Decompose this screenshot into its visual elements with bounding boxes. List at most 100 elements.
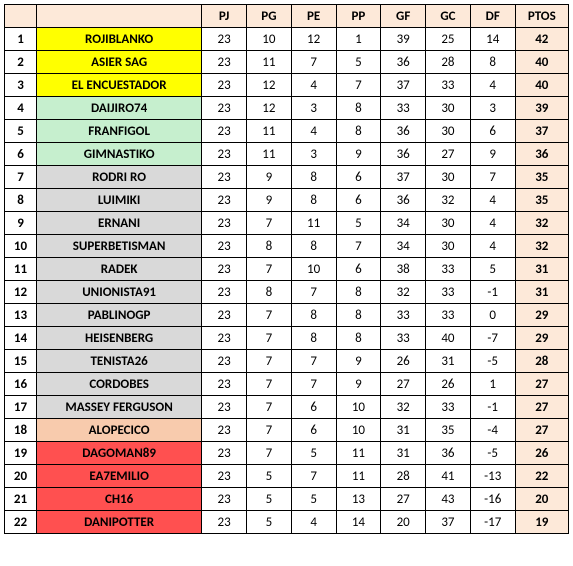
rank-cell: 6 (5, 143, 37, 166)
df-cell: -7 (470, 327, 515, 350)
pj-cell: 23 (202, 373, 247, 396)
name-cell: HEISENBERG (36, 327, 201, 350)
rank-cell: 20 (5, 465, 37, 488)
rank-cell: 1 (5, 28, 37, 51)
gc-cell: 35 (426, 419, 471, 442)
pg-cell: 7 (247, 419, 292, 442)
pg-cell: 9 (247, 166, 292, 189)
name-cell: ROJIBLANKO (36, 28, 201, 51)
ptos-cell: 19 (515, 511, 568, 534)
pp-cell: 6 (336, 166, 381, 189)
df-cell: -13 (470, 465, 515, 488)
pg-cell: 10 (247, 28, 292, 51)
ptos-cell: 20 (515, 488, 568, 511)
gf-cell: 33 (381, 327, 426, 350)
name-cell: GIMNASTIKO (36, 143, 201, 166)
df-cell: 4 (470, 189, 515, 212)
rank-cell: 17 (5, 396, 37, 419)
gc-cell: 36 (426, 442, 471, 465)
pj-cell: 23 (202, 143, 247, 166)
pj-cell: 23 (202, 465, 247, 488)
pg-cell: 11 (247, 51, 292, 74)
name-cell: ASIER SAG (36, 51, 201, 74)
df-cell: -5 (470, 442, 515, 465)
df-cell: -17 (470, 511, 515, 534)
pe-cell: 4 (291, 74, 336, 97)
pe-cell: 6 (291, 396, 336, 419)
pp-cell: 8 (336, 97, 381, 120)
pe-cell: 8 (291, 166, 336, 189)
pg-cell: 12 (247, 97, 292, 120)
name-cell: CORDOBES (36, 373, 201, 396)
pg-cell: 7 (247, 350, 292, 373)
df-cell: -5 (470, 350, 515, 373)
table-row: 10SUPERBETISMAN238873430432 (5, 235, 569, 258)
pe-cell: 3 (291, 97, 336, 120)
table-row: 1ROJIBLANKO231012139251442 (5, 28, 569, 51)
table-row: 4DAIJIRO742312383330339 (5, 97, 569, 120)
pg-cell: 7 (247, 304, 292, 327)
pg-cell: 8 (247, 281, 292, 304)
gc-cell: 43 (426, 488, 471, 511)
standings-table: PJPGPEPPGFGCDFPTOS 1ROJIBLANKO2310121392… (4, 4, 569, 534)
pp-cell: 8 (336, 281, 381, 304)
gc-cell: 28 (426, 51, 471, 74)
pj-cell: 23 (202, 396, 247, 419)
rank-cell: 22 (5, 511, 37, 534)
pj-cell: 23 (202, 97, 247, 120)
name-cell: UNIONISTA91 (36, 281, 201, 304)
pj-cell: 23 (202, 327, 247, 350)
pj-cell: 23 (202, 74, 247, 97)
col-header-4: PE (291, 5, 336, 28)
gf-cell: 33 (381, 97, 426, 120)
ptos-cell: 27 (515, 419, 568, 442)
col-header-8: DF (470, 5, 515, 28)
pg-cell: 5 (247, 465, 292, 488)
gc-cell: 41 (426, 465, 471, 488)
table-row: 5FRANFIGOL2311483630637 (5, 120, 569, 143)
gc-cell: 40 (426, 327, 471, 350)
pj-cell: 23 (202, 120, 247, 143)
pe-cell: 7 (291, 465, 336, 488)
gc-cell: 30 (426, 212, 471, 235)
table-row: 9ERNANI2371153430432 (5, 212, 569, 235)
gc-cell: 31 (426, 350, 471, 373)
pj-cell: 23 (202, 212, 247, 235)
pp-cell: 6 (336, 258, 381, 281)
pe-cell: 7 (291, 281, 336, 304)
rank-cell: 16 (5, 373, 37, 396)
ptos-cell: 32 (515, 235, 568, 258)
table-header: PJPGPEPPGFGCDFPTOS (5, 5, 569, 28)
gc-cell: 33 (426, 74, 471, 97)
gf-cell: 32 (381, 281, 426, 304)
table-row: 16CORDOBES237792726127 (5, 373, 569, 396)
ptos-cell: 35 (515, 189, 568, 212)
ptos-cell: 37 (515, 120, 568, 143)
ptos-cell: 31 (515, 281, 568, 304)
gc-cell: 37 (426, 511, 471, 534)
col-header-6: GF (381, 5, 426, 28)
pj-cell: 23 (202, 511, 247, 534)
pj-cell: 23 (202, 258, 247, 281)
table-row: 7RODRI RO239863730735 (5, 166, 569, 189)
ptos-cell: 40 (515, 74, 568, 97)
ptos-cell: 29 (515, 304, 568, 327)
pe-cell: 4 (291, 120, 336, 143)
gf-cell: 36 (381, 120, 426, 143)
table-row: 12UNIONISTA91238783233-131 (5, 281, 569, 304)
gf-cell: 33 (381, 304, 426, 327)
gc-cell: 27 (426, 143, 471, 166)
pp-cell: 10 (336, 419, 381, 442)
name-cell: DAIJIRO74 (36, 97, 201, 120)
ptos-cell: 42 (515, 28, 568, 51)
pj-cell: 23 (202, 350, 247, 373)
name-cell: DAGOMAN89 (36, 442, 201, 465)
name-cell: ERNANI (36, 212, 201, 235)
name-cell: ALOPECICO (36, 419, 201, 442)
pe-cell: 8 (291, 189, 336, 212)
pg-cell: 7 (247, 442, 292, 465)
pe-cell: 4 (291, 511, 336, 534)
pe-cell: 8 (291, 235, 336, 258)
pj-cell: 23 (202, 189, 247, 212)
rank-cell: 4 (5, 97, 37, 120)
